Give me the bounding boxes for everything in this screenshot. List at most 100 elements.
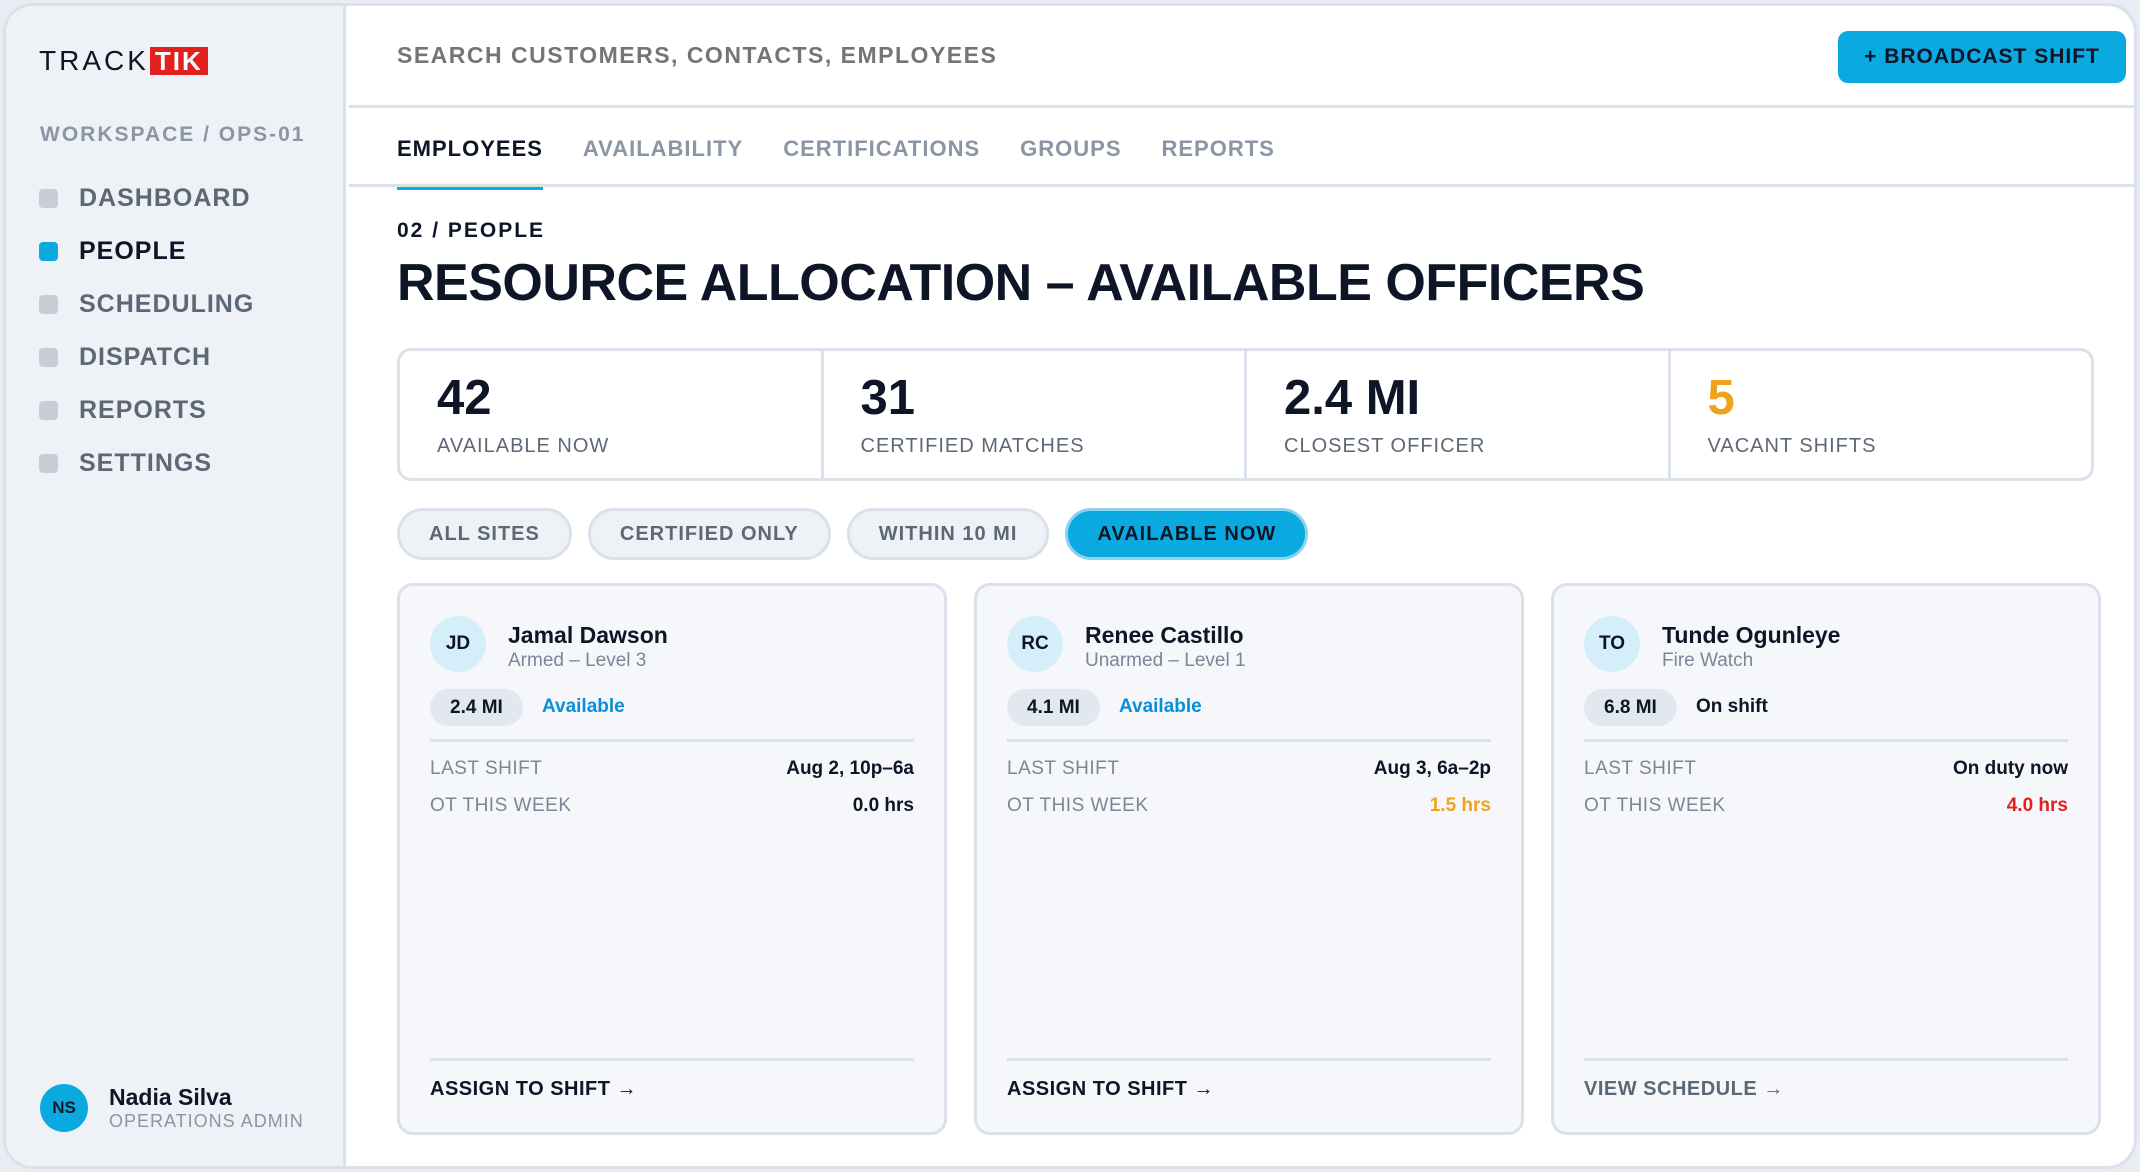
ot-row: OT THIS WEEK 0.0 hrs — [430, 795, 914, 817]
tab-reports[interactable]: REPORTS — [1161, 136, 1275, 161]
stat-value: 5 — [1707, 371, 1735, 425]
ot-row: OT THIS WEEK 1.5 hrs — [1007, 795, 1491, 817]
last-shift-row: LAST SHIFT On duty now — [1584, 758, 2068, 780]
sidebar-item-label: SCHEDULING — [79, 290, 255, 318]
distance-badge: 4.1 MI — [1007, 689, 1100, 726]
stat-label: CERTIFIED MATCHES — [860, 435, 1085, 457]
sidebar-item-reports[interactable]: REPORTS — [39, 384, 254, 437]
divider — [1007, 739, 1491, 742]
officer-role: Armed – Level 3 — [508, 650, 647, 671]
ot-value: 1.5 hrs — [1429, 795, 1491, 816]
tab-groups[interactable]: GROUPS — [1020, 136, 1122, 161]
stat-value: 2.4 MI — [1284, 371, 1421, 425]
sidebar-item-dashboard[interactable]: DASHBOARD — [39, 172, 254, 225]
last-shift-row: LAST SHIFT Aug 3, 6a–2p — [1007, 758, 1491, 780]
search-input[interactable] — [397, 42, 1297, 69]
sidebar-item-scheduling[interactable]: SCHEDULING — [39, 278, 254, 331]
officer-name: Renee Castillo — [1085, 622, 1244, 648]
user-name: Nadia Silva — [109, 1084, 232, 1110]
avatar: NS — [40, 1084, 88, 1132]
last-shift-label: LAST SHIFT — [430, 758, 543, 779]
status-text: Available — [542, 696, 625, 717]
sidebar-item-label: SETTINGS — [79, 449, 213, 477]
page-title: RESOURCE ALLOCATION – AVAILABLE OFFICERS — [397, 254, 1645, 312]
filter-chips: ALL SITES CERTIFIED ONLY WITHIN 10 MI AV… — [397, 508, 1324, 560]
ot-value: 0.0 hrs — [852, 795, 914, 816]
ot-label: OT THIS WEEK — [430, 795, 572, 816]
breadcrumb: 02 / PEOPLE — [397, 219, 546, 242]
sidebar-item-settings[interactable]: SETTINGS — [39, 437, 254, 490]
sidebar-item-label: REPORTS — [79, 396, 207, 424]
last-shift-row: LAST SHIFT Aug 2, 10p–6a — [430, 758, 914, 780]
logo-tik-text: TIK — [149, 47, 208, 75]
avatar: RC — [1007, 616, 1063, 672]
filter-certified-only[interactable]: CERTIFIED ONLY — [587, 508, 831, 560]
stat-vacant-shifts: 5 VACANT SHIFTS — [1671, 351, 2092, 478]
tab-availability[interactable]: AVAILABILITY — [582, 136, 744, 161]
officer-name: Jamal Dawson — [508, 622, 668, 648]
assign-to-shift-button[interactable]: ASSIGN TO SHIFT → — [430, 1078, 638, 1100]
last-shift-label: LAST SHIFT — [1007, 758, 1120, 779]
avatar: TO — [1584, 616, 1640, 672]
workspace-label: WORKSPACE / OPS-01 — [40, 123, 306, 146]
view-schedule-button[interactable]: VIEW SCHEDULE → — [1584, 1078, 1784, 1100]
assign-to-shift-button[interactable]: ASSIGN TO SHIFT → — [1007, 1078, 1215, 1100]
officer-name: Tunde Ogunleye — [1662, 622, 1841, 648]
nav-square-icon — [39, 242, 58, 261]
stat-available-now: 42 AVAILABLE NOW — [400, 351, 824, 478]
status-text: Available — [1119, 696, 1202, 717]
user-profile[interactable]: NS Nadia Silva OPERATIONS ADMIN — [40, 1084, 304, 1132]
last-shift-value: On duty now — [1952, 758, 2068, 779]
sidebar-item-people[interactable]: PEOPLE — [39, 225, 254, 278]
sidebar-item-label: DASHBOARD — [79, 184, 251, 212]
nav-square-icon — [39, 295, 58, 314]
stat-closest-officer: 2.4 MI CLOSEST OFFICER — [1247, 351, 1671, 478]
officer-card: TO Tunde Ogunleye Fire Watch 6.8 MI On s… — [1551, 583, 2101, 1135]
tracktik-logo[interactable]: TRACK TIK — [39, 45, 208, 76]
tab-certifications[interactable]: CERTIFICATIONS — [783, 136, 981, 161]
nav-square-icon — [39, 348, 58, 367]
topbar: + BROADCAST SHIFT — [349, 6, 2134, 108]
broadcast-shift-button[interactable]: + BROADCAST SHIFT — [1838, 31, 2126, 83]
user-role: OPERATIONS ADMIN — [109, 1111, 304, 1131]
stat-value: 42 — [437, 371, 492, 425]
last-shift-value: Aug 2, 10p–6a — [786, 758, 914, 779]
officer-card: RC Renee Castillo Unarmed – Level 1 4.1 … — [974, 583, 1524, 1135]
last-shift-label: LAST SHIFT — [1584, 758, 1697, 779]
distance-badge: 2.4 MI — [430, 689, 523, 726]
filter-available-now[interactable]: AVAILABLE NOW — [1065, 508, 1309, 560]
divider — [1007, 1058, 1491, 1061]
sidebar-item-dispatch[interactable]: DISPATCH — [39, 331, 254, 384]
stat-certified-matches: 31 CERTIFIED MATCHES — [824, 351, 1247, 478]
nav-square-icon — [39, 454, 58, 473]
ot-label: OT THIS WEEK — [1584, 795, 1726, 816]
divider — [430, 739, 914, 742]
ot-value: 4.0 hrs — [2006, 795, 2068, 816]
officer-role: Fire Watch — [1662, 650, 1754, 671]
stat-label: CLOSEST OFFICER — [1284, 435, 1486, 457]
divider — [1584, 739, 2068, 742]
app-window: TRACK TIK WORKSPACE / OPS-01 DASHBOARD P… — [3, 3, 2137, 1169]
ot-label: OT THIS WEEK — [1007, 795, 1149, 816]
filter-within-10-mi[interactable]: WITHIN 10 MI — [846, 508, 1050, 560]
distance-badge: 6.8 MI — [1584, 689, 1677, 726]
tab-employees[interactable]: EMPLOYEES — [397, 111, 543, 190]
nav-square-icon — [39, 401, 58, 420]
stat-label: AVAILABLE NOW — [437, 435, 610, 457]
sidebar: TRACK TIK WORKSPACE / OPS-01 DASHBOARD P… — [6, 6, 346, 1166]
last-shift-value: Aug 3, 6a–2p — [1373, 758, 1491, 779]
stat-label: VACANT SHIFTS — [1707, 435, 1877, 457]
officer-role: Unarmed – Level 1 — [1085, 650, 1246, 671]
divider — [430, 1058, 914, 1061]
sidebar-item-label: DISPATCH — [79, 343, 212, 371]
stat-value: 31 — [860, 371, 916, 425]
officer-cards: JD Jamal Dawson Armed – Level 3 2.4 MI A… — [397, 583, 2101, 1135]
divider — [1584, 1058, 2068, 1061]
nav-square-icon — [39, 189, 58, 208]
ot-row: OT THIS WEEK 4.0 hrs — [1584, 795, 2068, 817]
stats-panel: 42 AVAILABLE NOW 31 CERTIFIED MATCHES 2.… — [397, 348, 2094, 481]
sidebar-item-label: PEOPLE — [79, 237, 187, 265]
sidebar-nav: DASHBOARD PEOPLE SCHEDULING DISPATCH REP… — [39, 172, 254, 490]
filter-all-sites[interactable]: ALL SITES — [397, 508, 572, 560]
tab-bar: EMPLOYEES AVAILABILITY CERTIFICATIONS GR… — [349, 111, 2134, 190]
